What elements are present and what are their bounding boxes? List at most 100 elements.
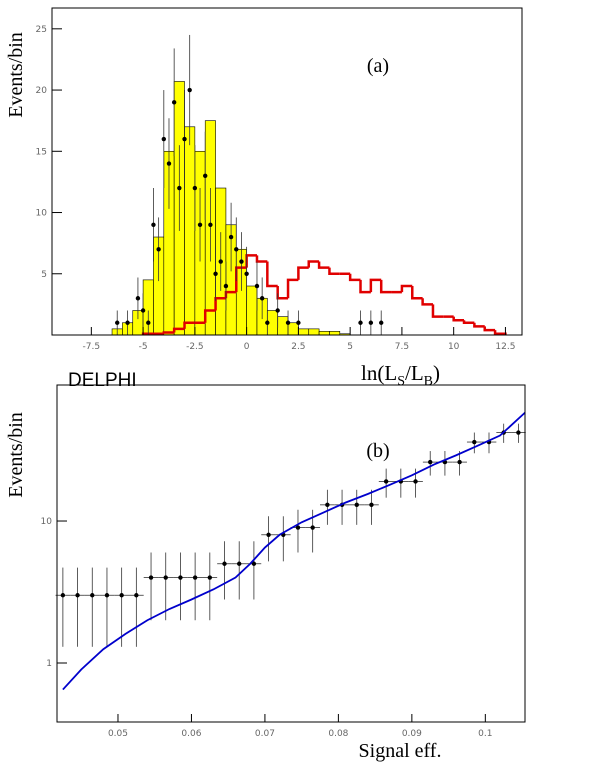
x-tick-label: 12.5 [495, 342, 515, 352]
histogram-step [493, 330, 507, 336]
histogram-step [473, 322, 485, 328]
histogram-step [400, 284, 413, 293]
data-point [135, 296, 141, 301]
data-point [354, 502, 359, 508]
label-part: ln(L [361, 361, 397, 385]
histogram-step [162, 331, 175, 334]
data-point [369, 502, 374, 508]
data-point [134, 593, 139, 598]
histogram-step [328, 267, 340, 276]
x-tick-label: -5 [139, 342, 148, 352]
data-point [163, 575, 168, 580]
histogram-bar [298, 328, 310, 336]
x-tick-label: 5 [347, 342, 353, 352]
data-point [310, 525, 315, 530]
y-tick-label: 25 [36, 25, 47, 35]
x-tick-label: 0.06 [181, 729, 201, 739]
histogram-step [297, 266, 309, 280]
data-point [218, 259, 223, 264]
data-point [60, 593, 66, 598]
data-point [383, 479, 389, 484]
histogram-step [462, 320, 475, 325]
x-tick-label: 0.08 [328, 729, 348, 739]
data-point [119, 593, 124, 598]
y-tick-label: 10 [41, 517, 53, 527]
data-point [259, 296, 265, 301]
data-point [192, 185, 198, 191]
histogram-step [431, 304, 444, 318]
x-tick-label: 0.1 [478, 729, 492, 739]
data-point [177, 185, 182, 191]
x-axis-label: Signal eff. [359, 740, 442, 762]
data-point [148, 575, 154, 580]
annotation: (a) [367, 55, 389, 77]
data-point [140, 308, 146, 313]
y-tick-label: 1 [46, 659, 52, 669]
data-point [171, 100, 177, 105]
histogram-step [369, 278, 382, 293]
data-point [178, 575, 183, 580]
data-point [428, 459, 433, 465]
histogram-step [266, 261, 278, 288]
data-point [296, 320, 301, 325]
experiment-label: DELPHI [68, 370, 137, 391]
data-point [182, 136, 187, 142]
histogram-step [276, 286, 289, 300]
y-tick-label: 10 [36, 209, 48, 219]
histogram-step [307, 260, 320, 268]
histogram-step [172, 327, 185, 333]
label-part: S [397, 374, 405, 389]
data-point [161, 136, 167, 142]
data-point [325, 502, 330, 508]
histogram-step [421, 298, 433, 306]
data-point [104, 593, 110, 598]
data-point [146, 320, 151, 325]
label-part: /L [405, 361, 424, 385]
x-tick-label: 0.09 [402, 729, 422, 739]
y-axis-label: Events/bin [5, 412, 27, 498]
data-point [472, 439, 477, 445]
data-point [75, 593, 80, 598]
data-point [379, 320, 384, 325]
data-point [275, 308, 280, 313]
label-part: B [424, 374, 433, 389]
data-point [368, 320, 374, 325]
data-point [413, 479, 418, 484]
histogram-bar [184, 126, 196, 336]
data-point [285, 320, 291, 325]
data-point [90, 593, 95, 598]
histogram-bar [277, 316, 289, 336]
data-point [223, 283, 229, 289]
histogram-bar [329, 331, 341, 336]
histogram-step [245, 254, 257, 268]
histogram-step [483, 326, 496, 332]
plot-frame [51, 7, 523, 336]
x-tick-label: 0 [244, 342, 250, 352]
data-point [192, 575, 198, 580]
data-point [516, 430, 521, 435]
data-point [197, 222, 203, 227]
label-part: ) [433, 361, 440, 385]
data-point [228, 234, 234, 240]
data-point [115, 320, 120, 325]
data-point [213, 271, 218, 276]
y-tick-label: 20 [36, 86, 48, 96]
y-tick-label: 15 [36, 147, 47, 157]
histogram-step [286, 278, 299, 299]
x-tick-label: 7.5 [395, 342, 409, 352]
data-point [358, 320, 363, 325]
plot-frame [56, 384, 526, 723]
x-tick-label: 10 [448, 342, 460, 352]
data-point [234, 247, 239, 252]
x-tick-label: 2.5 [291, 342, 305, 352]
data-point [251, 561, 257, 566]
histogram-step [348, 273, 361, 282]
data-point [222, 561, 227, 566]
data-point [151, 222, 156, 227]
histogram-bar [287, 322, 299, 336]
data-point [166, 161, 172, 166]
histogram-step [203, 309, 216, 323]
data-point [237, 561, 242, 566]
x-tick-label: 0.05 [108, 729, 128, 739]
